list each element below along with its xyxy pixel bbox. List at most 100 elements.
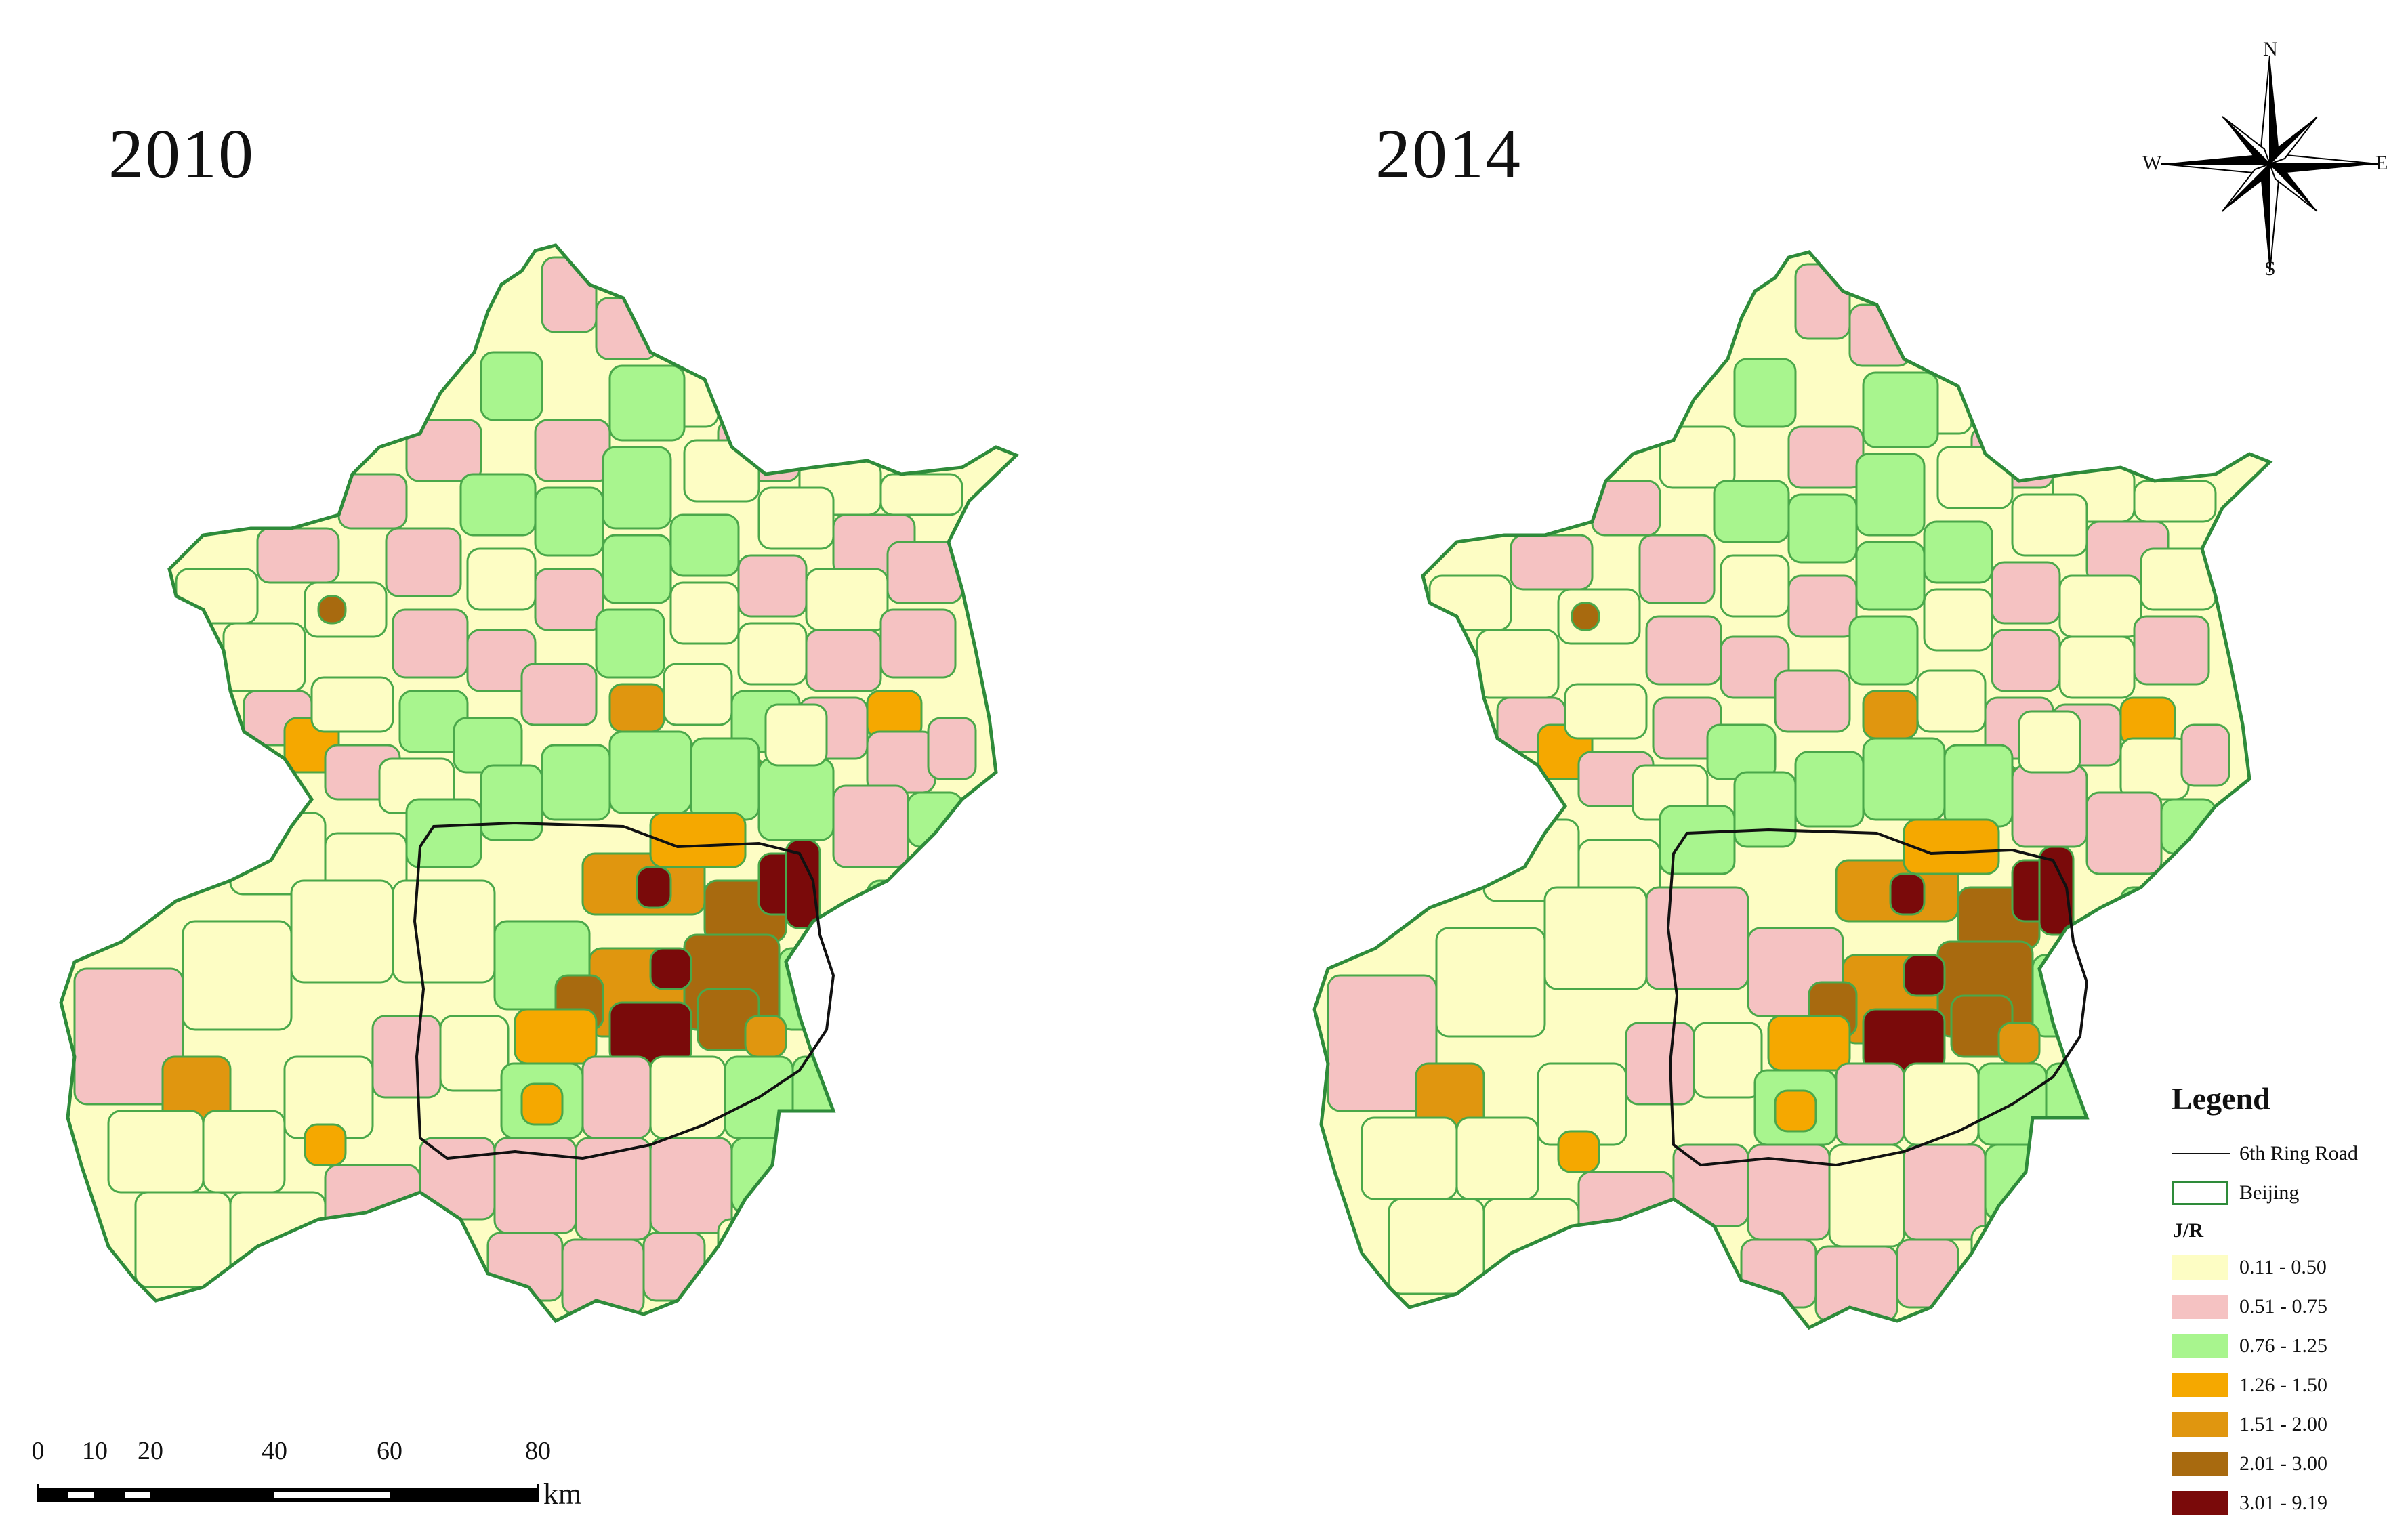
township-region [1767,1015,1851,1072]
township-region [290,879,394,984]
township-region [202,1110,286,1194]
township-region [581,1055,652,1139]
legend-class-swatch [2172,1491,2228,1515]
legend-class-row: 1.26 - 1.50 [2172,1366,2402,1405]
panel-title-2014: 2014 [1375,115,1522,193]
township-region [879,473,963,516]
township-region [602,446,672,530]
township-region [595,608,665,679]
township-region [1794,751,1865,828]
legend-class-swatch [2172,1295,2228,1319]
township-region [602,534,672,604]
township-region [371,1015,442,1099]
township-region [663,663,733,726]
panel-title-2010: 2010 [108,115,255,193]
township-region [866,879,963,990]
township-region [514,1008,598,1065]
township-region [642,1232,706,1302]
township-region [1638,534,1716,604]
scale-tick-label: 40 [262,1437,287,1465]
township-region [182,920,293,1031]
township-region [1855,453,1926,537]
township-region [439,1015,510,1092]
township-region [866,988,957,1078]
township-region [1435,927,1546,1038]
legend-class-title: J/R [2173,1219,2203,1242]
compass-south-label: S [2264,257,2276,280]
township-region [480,764,543,841]
township-region [2018,710,2081,774]
township-region [392,879,496,984]
township-region [534,568,604,631]
township-region [1659,805,1736,875]
township-region [2160,798,2217,855]
scale-tick-label: 80 [525,1437,551,1465]
legend-class-label: 0.51 - 0.75 [2239,1295,2327,1318]
township-region [304,1123,347,1166]
compass-star-icon [2161,55,2379,273]
township-region [1774,1089,1817,1133]
boundary-swatch [2172,1181,2228,1205]
compass-rose: N S E W [2142,38,2392,286]
township-region [1693,1022,1763,1099]
township-region [1991,561,2061,625]
compass-east-label: E [2375,152,2388,174]
township-region [1862,737,1946,821]
scale-bar: 0 10 20 40 60 80 km [32,1436,582,1517]
township-region [866,730,936,794]
township-region [534,419,611,482]
legend-title: Legend [2172,1081,2270,1116]
legend-class-row: 2.01 - 3.00 [2172,1444,2402,1484]
township-region [1889,872,1926,916]
township-region [2119,886,2217,997]
township-region [608,1001,692,1065]
township-region [2011,764,2088,848]
beijing-boundary [59,243,1020,1324]
township-region [805,568,889,631]
township-region [744,1015,787,1058]
township-region [608,683,665,733]
township-region [1896,1238,1959,1309]
township-region [392,608,469,679]
township-region [134,1191,232,1288]
township-region [229,1191,327,1275]
legend-class-swatch [2172,1452,2228,1476]
township-region [222,622,306,692]
legend-class-label: 2.01 - 3.00 [2239,1452,2327,1475]
township-region [907,791,963,848]
township-region [927,717,977,780]
township-region [649,812,747,868]
legend-ring-road-label: 6th Ring Road [2239,1142,2359,1164]
township-region [385,527,462,597]
legend-class-row: 0.11 - 0.50 [2172,1248,2402,1287]
township-region [1455,1116,1539,1200]
township-region [1482,1198,1580,1282]
township-region [649,1055,726,1139]
legend-class-row: 1.51 - 2.00 [2172,1405,2402,1444]
township-region [1577,1171,1675,1255]
township-region [1740,1238,1817,1309]
township-region [1903,954,1946,997]
legend-class-swatch [2172,1334,2228,1358]
township-region [1672,1143,1749,1227]
township-region [1645,886,1749,990]
township-region [256,527,340,584]
township-region [1787,574,1858,638]
township-region [1916,669,1987,733]
township-region [737,554,808,618]
legend-class-row: 0.76 - 1.25 [2172,1326,2402,1366]
township-region [1862,1008,1946,1072]
township-region [1862,690,1919,740]
township-region [737,622,808,686]
township-region [1713,480,1790,543]
township-region [1733,358,1797,428]
township-region [805,629,882,692]
legend-class-label: 0.11 - 0.50 [2239,1256,2327,1278]
township-region [310,676,394,733]
township-region [73,967,184,1106]
legend-class-label: 1.26 - 1.50 [2239,1374,2327,1396]
compass-west-label: W [2142,152,2162,174]
township-region [324,1164,421,1248]
township-region [2038,845,2075,936]
